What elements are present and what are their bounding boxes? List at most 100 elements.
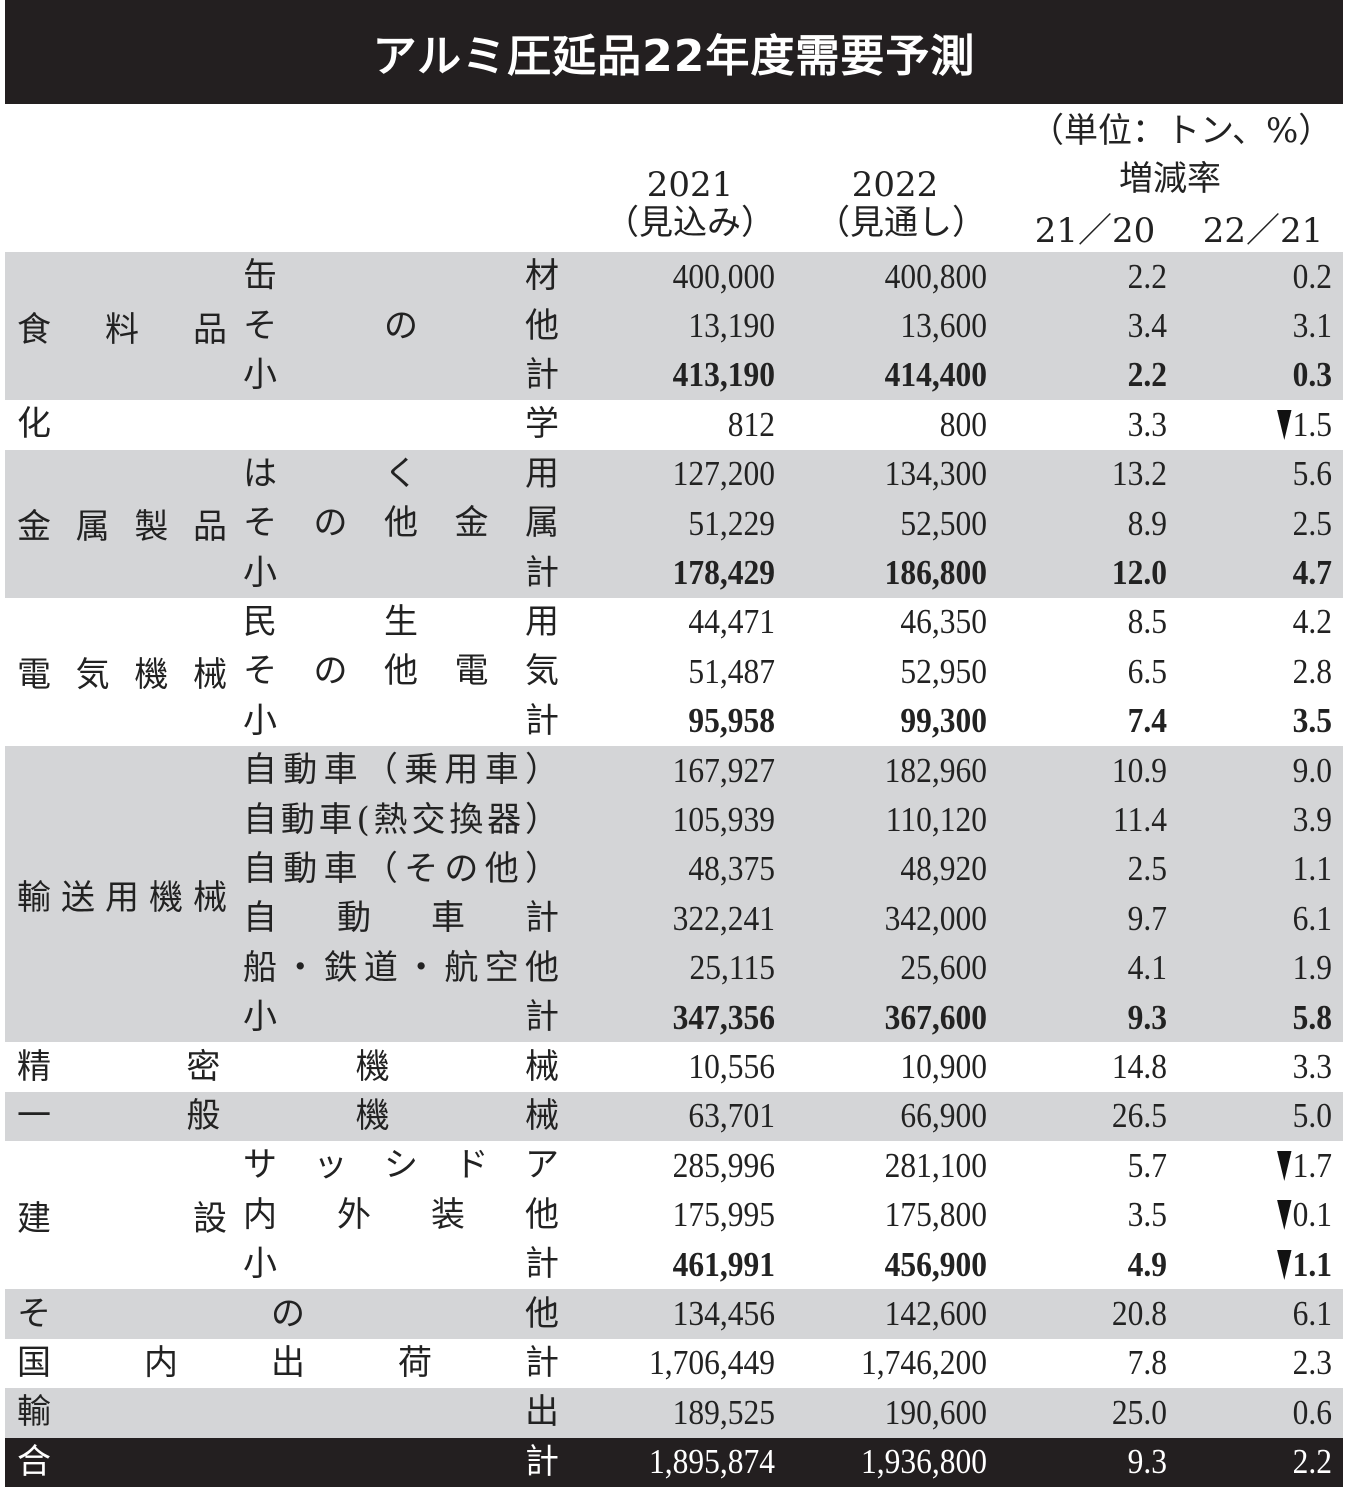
value-2022: 367,600 — [884, 997, 987, 1037]
value-2021: 127,200 — [672, 454, 775, 494]
rate-21-20: 9.7 — [1127, 898, 1167, 938]
rate-21-20: 2.2 — [1127, 256, 1167, 296]
rate-22-21-cell: 1.5 — [1191, 400, 1332, 449]
sub-label: 自動車計 — [243, 894, 559, 943]
rate-21-20: 6.5 — [1127, 651, 1167, 691]
value-2022: 10,900 — [900, 1047, 987, 1087]
value-2022: 66,900 — [900, 1096, 987, 1136]
group-label-text: 金属製品 — [17, 507, 227, 548]
header-rate-21-20: 21／20 — [1034, 211, 1156, 251]
value-2022: 186,800 — [884, 553, 987, 593]
rate-22-21: 5.0 — [1292, 1096, 1332, 1136]
rate-22-21: 6.1 — [1292, 898, 1332, 938]
row-label: 輸出 — [17, 1388, 559, 1437]
rate-22-21: 0.3 — [1292, 355, 1332, 395]
rate-22-21: 6.1 — [1292, 1294, 1332, 1334]
rate-21-20: 9.3 — [1127, 1442, 1167, 1482]
sub-label: 民生用 — [243, 598, 559, 647]
table-row: 民生用 44,471 46,350 8.5 4.2 — [5, 598, 1343, 647]
rate-22-21: 2.5 — [1292, 503, 1332, 543]
decrease-triangle-icon — [1277, 1200, 1292, 1231]
rate-22-21-cell: 1.1 — [1191, 1240, 1332, 1289]
sub-label-text: 小計 — [243, 997, 559, 1038]
sub-label-text: サッシドア — [243, 1145, 559, 1186]
row-label-text: 化学 — [17, 404, 559, 445]
table-row: その他 134,456 142,600 20.8 6.1 — [5, 1289, 1343, 1338]
value-2021: 25,115 — [689, 948, 775, 988]
sub-label-text: 船・鉄道・航空他 — [243, 947, 559, 988]
rate-21-20: 3.3 — [1127, 404, 1167, 444]
group-label: 輸送用機械 — [17, 746, 227, 1042]
value-2021: 175,995 — [672, 1195, 775, 1235]
row-group: その他 134,456 142,600 20.8 6.1 — [5, 1289, 1343, 1339]
rate-21-20: 7.4 — [1127, 701, 1167, 741]
decrease-triangle-icon — [1277, 1150, 1292, 1181]
rate-22-21: 3.9 — [1292, 800, 1332, 840]
rate-22-21: 2.3 — [1292, 1343, 1332, 1383]
value-2022: 281,100 — [884, 1145, 987, 1185]
sub-label-text: 自動車（乗用車） — [243, 750, 559, 791]
value-2022: 99,300 — [900, 701, 987, 741]
row-label: 国内出荷計 — [17, 1339, 559, 1388]
value-2021: 105,939 — [672, 800, 775, 840]
rate-22-21-cell: 2.3 — [1191, 1339, 1332, 1388]
table-row: 一般機械 63,701 66,900 26.5 5.0 — [5, 1092, 1343, 1141]
value-2021: 10,556 — [688, 1047, 775, 1087]
value-2021: 51,487 — [688, 651, 775, 691]
rate-21-20: 25.0 — [1111, 1392, 1167, 1432]
sub-label-text: 内外装他 — [243, 1194, 559, 1235]
row-label: 化学 — [17, 400, 559, 449]
value-2022: 110,120 — [885, 800, 987, 840]
rate-21-20: 8.5 — [1127, 602, 1167, 642]
value-2021: 48,375 — [688, 849, 775, 889]
sub-label: その他電気 — [243, 647, 559, 696]
row-label-text: 輸出 — [17, 1392, 559, 1433]
rate-21-20: 13.2 — [1111, 454, 1167, 494]
value-2021: 1,895,874 — [649, 1442, 775, 1482]
rate-22-21-cell: 2.8 — [1191, 647, 1332, 696]
rate-21-20: 11.4 — [1113, 800, 1167, 840]
value-2022: 342,000 — [884, 898, 987, 938]
decrease-triangle-icon — [1277, 409, 1292, 440]
row-group: 金属製品 はく用 127,200 134,300 13.2 5.6 その他金属 51,229 5… — [5, 449, 1343, 598]
value-2021: 95,958 — [688, 701, 775, 741]
rate-21-20: 7.8 — [1127, 1343, 1167, 1383]
value-2022: 400,800 — [884, 256, 987, 296]
sub-label-text: 小計 — [243, 552, 559, 593]
group-label-text: 電気機械 — [17, 655, 227, 696]
value-2021: 44,471 — [688, 602, 775, 642]
table-row: はく用 127,200 134,300 13.2 5.6 — [5, 450, 1343, 499]
sub-label-text: 民生用 — [243, 601, 559, 642]
row-label: 精密機械 — [17, 1042, 559, 1091]
row-group: 国内出荷計 1,706,449 1,746,200 7.8 2.3 — [5, 1338, 1343, 1389]
table-title: アルミ圧延品22年度需要予測 — [5, 0, 1343, 104]
rate-22-21-cell: 1.7 — [1191, 1141, 1332, 1190]
rate-22-21: 4.7 — [1292, 553, 1332, 593]
table-row: その他金属 51,229 52,500 8.9 2.5 — [5, 499, 1343, 548]
rate-22-21-cell: 0.6 — [1191, 1388, 1332, 1437]
value-2022: 1,936,800 — [861, 1442, 987, 1482]
rate-22-21: 1.9 — [1292, 948, 1332, 988]
rate-22-21: 1.7 — [1292, 1145, 1332, 1185]
value-2022: 25,600 — [900, 948, 987, 988]
table-row: 自動車（その他） 48,375 48,920 2.5 1.1 — [5, 845, 1343, 894]
value-2021: 812 — [727, 404, 775, 444]
decrease-triangle-icon — [1277, 1249, 1292, 1280]
sub-label: はく用 — [243, 450, 559, 499]
rate-21-20: 2.5 — [1127, 849, 1167, 889]
sub-label: 小計 — [243, 697, 559, 746]
sub-label-text: はく用 — [243, 453, 559, 494]
value-2021: 189,525 — [672, 1392, 775, 1432]
sub-label: 自動車（乗用車） — [243, 746, 559, 795]
rate-22-21: 2.2 — [1292, 1442, 1332, 1482]
table-row: 小計 461,991 456,900 4.9 1.1 — [5, 1240, 1343, 1289]
header-2022-note: （見通し） — [816, 203, 986, 243]
unit-note: （単位：トン、%） — [1030, 111, 1333, 151]
sub-label: その他金属 — [243, 499, 559, 548]
value-2022: 48,920 — [900, 849, 987, 889]
rate-21-20: 12.0 — [1111, 553, 1167, 593]
rate-21-20: 8.9 — [1127, 503, 1167, 543]
row-label-text: 一般機械 — [17, 1095, 559, 1136]
group-label: 食料品 — [17, 252, 227, 400]
rate-22-21: 3.3 — [1292, 1047, 1332, 1087]
